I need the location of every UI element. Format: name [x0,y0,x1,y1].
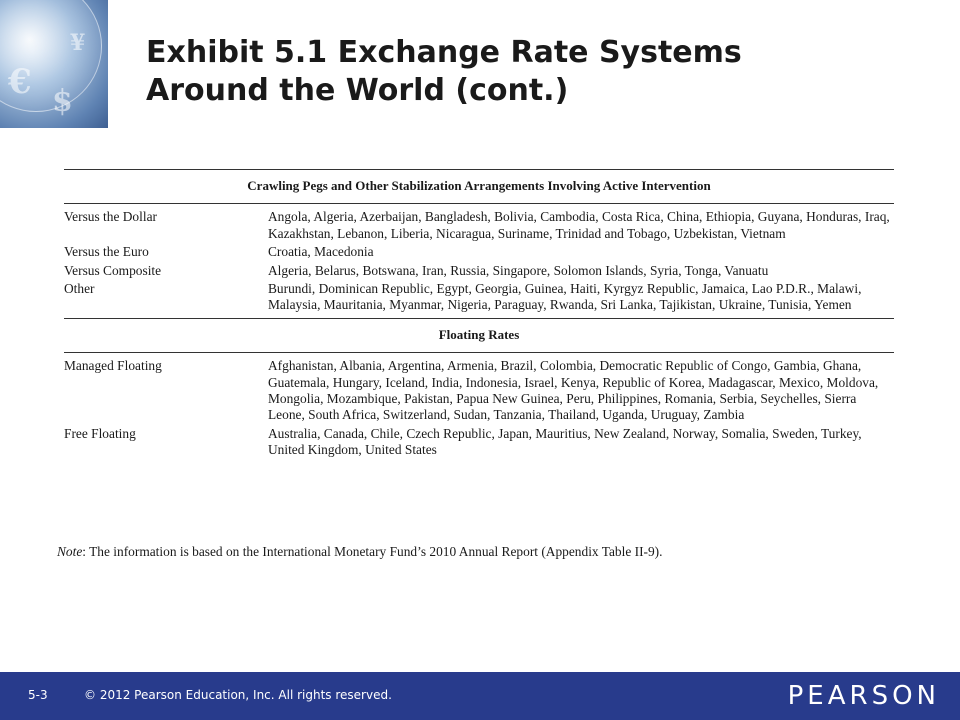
row-countries: Angola, Algeria, Azerbaijan, Bangladesh,… [268,209,890,241]
corner-globe-graphic: € $ ¥ [0,0,108,128]
note-label: Note [57,544,83,559]
table-row: Versus the Dollar Angola, Algeria, Azerb… [64,209,894,242]
table-row: Other Burundi, Dominican Republic, Egypt… [64,281,894,314]
section-rows: Managed Floating Afghanistan, Albania, A… [64,353,894,474]
row-label: Free Floating [64,425,136,441]
pearson-logo: PEARSON [787,681,940,711]
section-heading: Floating Rates [438,326,520,342]
title-line-2: Around the World (cont.) [146,73,569,108]
slide-number: 5-3 [28,688,48,702]
row-label: Other [64,281,95,297]
table-rule [64,352,894,354]
section-rows: Versus the Dollar Angola, Algeria, Azerb… [64,204,894,317]
table-rule [64,203,894,205]
currency-symbol-icon: ¥ [70,30,86,56]
note-text: : The information is based on the Intern… [82,544,663,559]
exchange-rate-table: Crawling Pegs and Other Stabilization Ar… [64,169,894,474]
currency-symbol-icon: € [8,62,32,102]
copyright-notice: © 2012 Pearson Education, Inc. All right… [84,688,392,702]
slide-title: Exhibit 5.1 Exchange Rate Systems Around… [146,34,936,110]
row-countries: Algeria, Belarus, Botswana, Iran, Russia… [268,262,769,278]
table-row: Versus Composite Algeria, Belarus, Botsw… [64,263,894,279]
title-line-1: Exhibit 5.1 Exchange Rate Systems [146,35,742,70]
table-row: Managed Floating Afghanistan, Albania, A… [64,358,894,424]
table-row: Versus the Euro Croatia, Macedonia [64,244,894,260]
table-row: Free Floating Australia, Canada, Chile, … [64,426,894,459]
currency-symbol-icon: $ [52,84,73,119]
row-countries: Afghanistan, Albania, Argentina, Armenia… [268,358,879,423]
row-label: Managed Floating [64,358,162,374]
row-label: Versus the Euro [64,244,149,260]
row-countries: Australia, Canada, Chile, Czech Republic… [268,425,862,458]
section-heading: Crawling Pegs and Other Stabilization Ar… [247,178,711,193]
table-note: Note: The information is based on the In… [57,544,663,560]
table-rule [64,169,894,170]
row-countries: Burundi, Dominican Republic, Egypt, Geor… [268,281,862,313]
row-countries: Croatia, Macedonia [268,244,374,260]
footer-bar: 5-3 © 2012 Pearson Education, Inc. All r… [0,672,960,720]
row-label: Versus the Dollar [64,209,157,225]
row-label: Versus Composite [64,262,162,278]
table-rule [64,317,894,319]
